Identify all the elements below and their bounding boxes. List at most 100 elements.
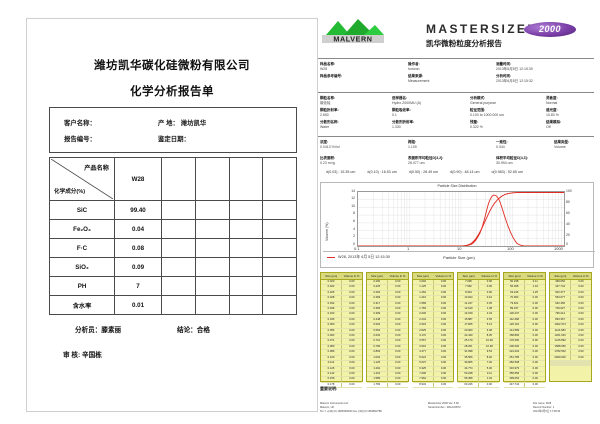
operator-value: horizon — [408, 67, 420, 72]
analysis-mode-label: 分析模式: — [470, 96, 486, 100]
table-row: 126.191 0.00 — [504, 323, 546, 329]
table-row: 0.032 0.00 — [321, 301, 362, 308]
d-value: d(0.03) : 15.35 um — [326, 170, 356, 174]
size-header: Size (µm) — [416, 274, 429, 278]
d43-field: 体积平均粒径D[4,3]: 30.994 um — [496, 156, 528, 166]
size-value: 3.557 — [413, 339, 434, 344]
empty-cell — [194, 219, 230, 239]
size-value: 35.566 — [458, 355, 480, 361]
volume-value: 0.00 — [486, 285, 492, 289]
volume-value: 9.53 — [486, 350, 492, 354]
document-title: 化学分析报告单 — [130, 86, 214, 98]
volume-value: 0.00 — [395, 290, 401, 294]
residual-field: 残差: 0.322 % — [470, 120, 483, 130]
volume-value: 0.00 — [395, 307, 401, 311]
ytick: 8 — [353, 211, 355, 215]
table-row: 2.244 0.00 — [412, 317, 454, 324]
volume-value: 0.00 — [578, 339, 584, 343]
table-row: 63.246 1.25 — [504, 290, 546, 297]
table-row: 282.508 0.00 — [504, 361, 546, 367]
size-value: 796.214 — [550, 312, 572, 317]
obscuration-label: 遮光度: — [546, 108, 558, 112]
ytick: 2 — [353, 234, 355, 238]
volume-value: 0.00 — [395, 334, 401, 338]
volume-value: 0.00 — [440, 285, 447, 289]
size-value: 1.416 — [367, 371, 388, 377]
volume-value: 0.00 — [395, 317, 401, 321]
volume-value: 2.43 — [486, 312, 492, 316]
empty-cell — [161, 276, 196, 296]
table-row: 6.325 0.00 — [412, 366, 454, 372]
size-value: 17.825 — [458, 323, 480, 328]
size-value: 12.619 — [458, 307, 480, 312]
volume-value: 0.00 — [349, 382, 355, 386]
result-source-field: 结果来源: Measurement — [408, 74, 429, 84]
size-value: 0.063 — [321, 334, 342, 339]
dispersant-label: 分散剂名称: — [320, 120, 339, 124]
table-row: 5.637 0.00 — [412, 361, 454, 367]
size-value: 2000.000 — [550, 355, 572, 361]
size-value: 0.317 — [367, 301, 388, 307]
size-value: 0.448 — [367, 317, 388, 323]
empty-cell — [228, 238, 264, 258]
table-row: 0.040 0.00 — [321, 312, 362, 318]
volume-value: 0.00 — [349, 296, 355, 300]
size-value: 0.045 — [321, 317, 342, 323]
table-row: 0.020 0.00 — [321, 280, 362, 286]
d-value: d(0.983) : 52.65 um — [491, 170, 523, 174]
d-value: d(0.90) : 48.14 um — [450, 170, 480, 174]
table-row: 0.126 0.00 — [321, 366, 362, 372]
size-value: 2.825 — [413, 328, 434, 334]
size-value: 158.866 — [504, 334, 526, 339]
volume-value: 0.00 — [349, 361, 355, 365]
volume-value: 0.00 — [349, 317, 355, 321]
volume-value: 0.00 — [440, 301, 447, 305]
size-value: 0.564 — [367, 328, 388, 334]
d43-value: 30.994 um — [496, 161, 513, 166]
size-header: Size (µm) — [462, 274, 475, 278]
size-value: 0.710 — [367, 339, 388, 344]
residual-label: 残差: — [470, 120, 479, 124]
analysis-time-field: 分析时间: 2013年6月5日 12:15:32 — [496, 74, 533, 84]
volume-value: 0.00 — [578, 317, 584, 321]
volume-value: 0.00 — [395, 344, 401, 348]
table-row: 3.991 0.00 — [412, 344, 454, 351]
volume-value: 0.00 — [349, 377, 355, 381]
particle-size-distribution-chart: Particle Size Distribution Volume (%) 14… — [320, 182, 595, 268]
table-row: 0.252 0.00 — [366, 290, 408, 297]
empty-cell — [194, 200, 230, 220]
volume-value: 0.00 — [349, 290, 355, 294]
ytick-right: 40 — [566, 222, 570, 226]
volume-value: 0.00 — [532, 339, 538, 343]
size-value: 0.056 — [321, 328, 342, 334]
table-row: 12.619 1.38 — [458, 307, 500, 313]
size-value: 2.518 — [413, 323, 434, 328]
volume-value: 0.00 — [349, 344, 355, 348]
footer-instrument: Mastersizer 2000 Ver. 5.60 Serial Number… — [428, 402, 461, 410]
size-value: 0.159 — [321, 377, 342, 382]
company-title: 潍坊凯华碳化硅微粉有限公司 — [94, 60, 250, 72]
concentration-label: 浓度: — [320, 140, 329, 144]
size-value: 1415.892 — [550, 339, 572, 344]
component-name: PH — [49, 276, 115, 296]
surface-area-value: 0.23 m²/g — [320, 161, 335, 166]
table-row: 1261.915 0.00 — [550, 334, 591, 340]
d-values-row: d(0.03) : 15.35 um d(0.10) : 16.53 um d(… — [326, 170, 523, 175]
table-row: 399.052 0.00 — [504, 377, 546, 383]
footer-line: Serial Number : MAL100572 — [428, 405, 461, 409]
volume-value: 0.00 — [440, 317, 447, 321]
size-value: 50.238 — [458, 371, 480, 377]
volume-value: 0.00 — [532, 344, 538, 348]
size-value: 0.225 — [367, 285, 388, 290]
table-row: 2.000 0.00 — [412, 312, 454, 318]
volume-value: 0.00 — [532, 382, 538, 386]
volume-header: Volume In % — [435, 274, 452, 278]
volume-value: 1.25 — [532, 290, 538, 294]
table-row: 10.024 0.10 — [458, 296, 500, 302]
empty-cell — [228, 257, 264, 277]
footer-line: 2013年6月5日 17:08:33 — [533, 409, 561, 413]
size-value: 14.159 — [458, 312, 480, 317]
volume-value: 0.00 — [440, 323, 447, 327]
table-row: 1415.892 0.00 — [550, 339, 591, 345]
table-row: 399.052 0.00 — [550, 280, 591, 286]
